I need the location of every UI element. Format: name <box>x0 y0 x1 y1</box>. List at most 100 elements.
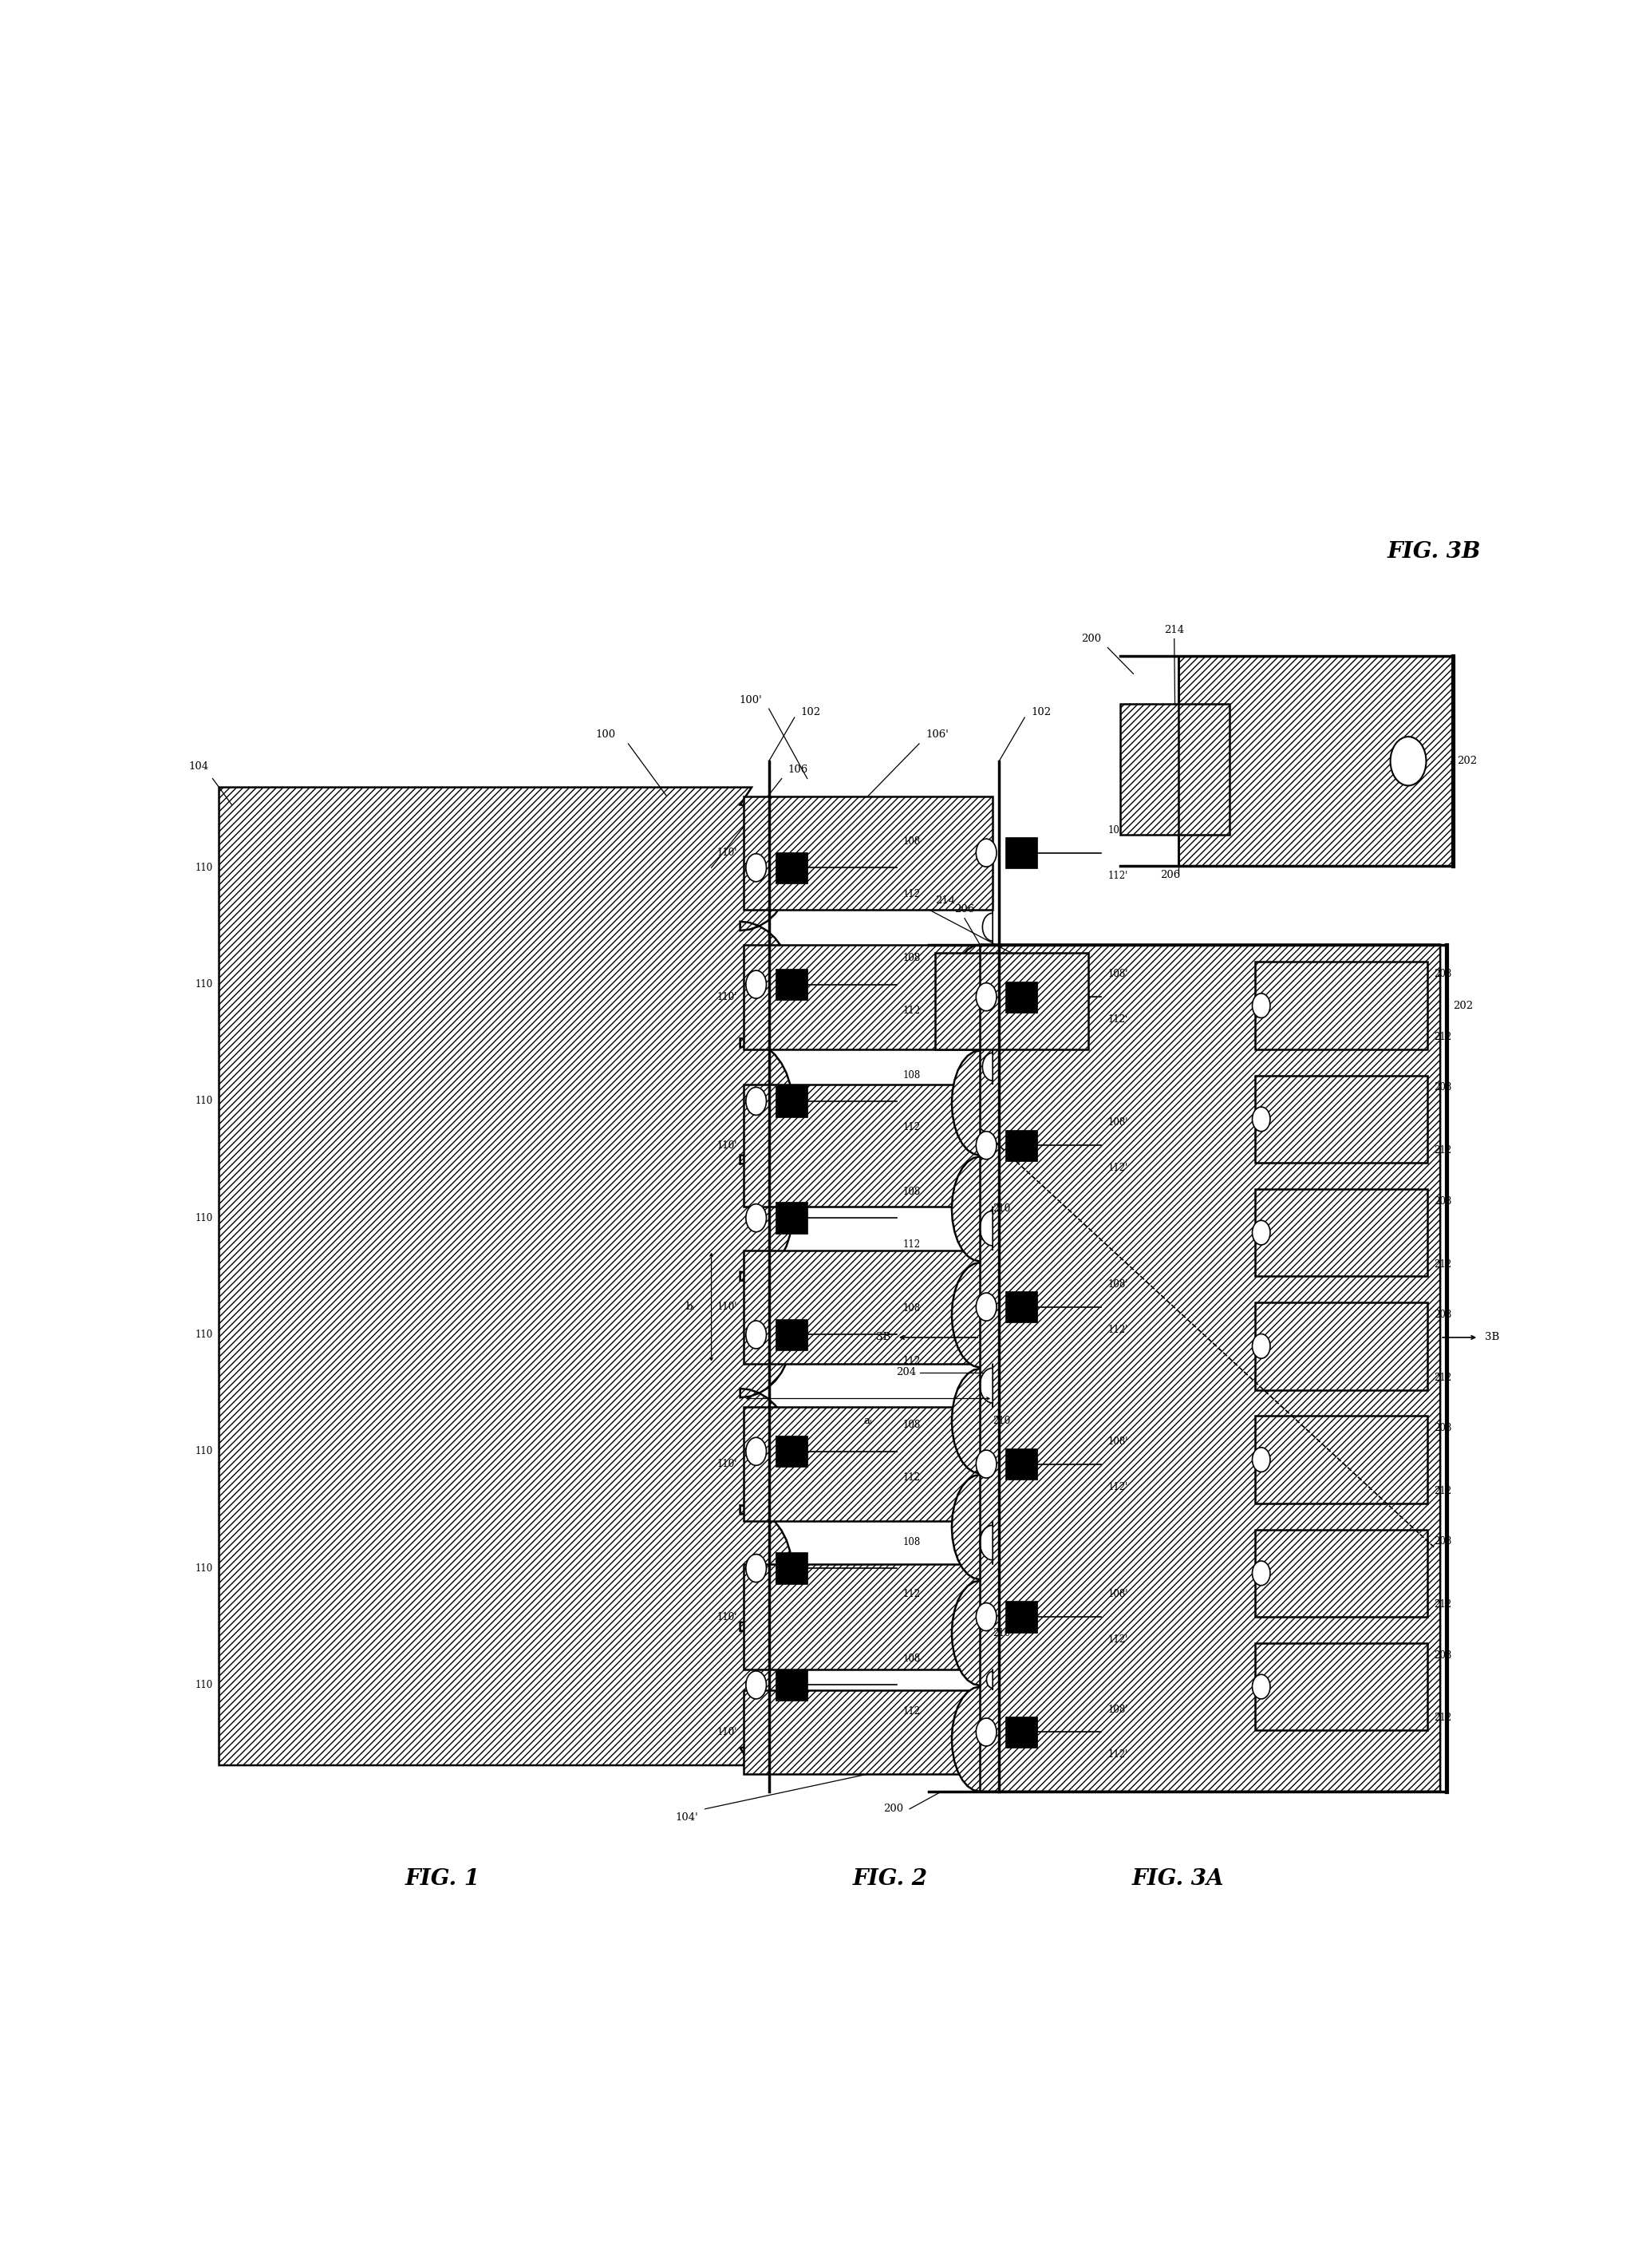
Circle shape <box>977 1132 997 1159</box>
Text: 212: 212 <box>1434 1372 1452 1383</box>
Circle shape <box>746 971 766 998</box>
Text: 208: 208 <box>1434 1082 1452 1093</box>
Text: 3B: 3B <box>876 1331 891 1343</box>
Circle shape <box>746 1554 766 1583</box>
Circle shape <box>1252 1107 1270 1132</box>
Text: 112: 112 <box>903 1238 921 1250</box>
Bar <box>1254 1188 1427 1277</box>
Text: 202: 202 <box>1457 755 1477 767</box>
Bar <box>775 853 807 885</box>
Text: 100: 100 <box>596 730 615 739</box>
Circle shape <box>746 1438 766 1465</box>
Polygon shape <box>980 1207 993 1250</box>
Text: 108: 108 <box>903 1304 921 1313</box>
Text: 108: 108 <box>903 1538 921 1547</box>
Circle shape <box>746 1672 766 1699</box>
Bar <box>742 943 993 1050</box>
Text: 110': 110' <box>716 1302 738 1313</box>
Text: 110: 110 <box>195 1563 213 1574</box>
Text: 108': 108' <box>1107 826 1129 835</box>
Text: 112: 112 <box>903 1356 921 1365</box>
Bar <box>1005 837 1038 869</box>
Circle shape <box>1252 1674 1270 1699</box>
Text: 214: 214 <box>1165 626 1185 635</box>
Bar <box>742 1406 993 1522</box>
Text: 108': 108' <box>1107 1436 1129 1447</box>
Bar <box>775 1554 807 1583</box>
Text: 208: 208 <box>1434 1422 1452 1433</box>
Bar <box>1254 1075 1427 1163</box>
Text: 206: 206 <box>954 905 975 914</box>
Text: 110: 110 <box>195 1095 213 1107</box>
Bar <box>775 1086 807 1116</box>
Polygon shape <box>980 1363 993 1406</box>
Polygon shape <box>952 943 1440 1792</box>
Circle shape <box>977 982 997 1012</box>
Text: aᵢ: aᵢ <box>863 1415 873 1427</box>
Text: 112: 112 <box>903 1472 921 1483</box>
Text: 212: 212 <box>1434 1259 1452 1270</box>
Bar <box>1005 1449 1038 1479</box>
Text: 112': 112' <box>1107 871 1129 880</box>
Text: 112': 112' <box>1107 1749 1129 1760</box>
Polygon shape <box>980 1522 993 1565</box>
Text: 104': 104' <box>675 1812 698 1823</box>
Text: 110': 110' <box>716 1726 738 1737</box>
Text: 112: 112 <box>903 1706 921 1717</box>
Text: 110': 110' <box>716 848 738 857</box>
Text: 112: 112 <box>903 1123 921 1132</box>
Text: 212: 212 <box>1434 1599 1452 1610</box>
Text: FIG. 2: FIG. 2 <box>853 1869 927 1889</box>
Polygon shape <box>987 1669 993 1690</box>
Text: 104: 104 <box>188 762 210 771</box>
Text: 200: 200 <box>883 1803 903 1814</box>
Bar <box>1254 1529 1427 1617</box>
Text: 110: 110 <box>195 1681 213 1690</box>
Circle shape <box>977 1719 997 1746</box>
Bar <box>775 1320 807 1349</box>
Bar <box>742 1084 993 1207</box>
Polygon shape <box>219 787 792 1765</box>
Text: FIG. 1: FIG. 1 <box>406 1869 480 1889</box>
Text: 208: 208 <box>1434 1538 1452 1547</box>
Text: 202: 202 <box>1454 1000 1473 1012</box>
Polygon shape <box>982 1050 993 1084</box>
Bar <box>742 1250 993 1363</box>
Text: 108: 108 <box>903 1186 921 1198</box>
Bar <box>1005 1717 1038 1749</box>
Text: 110: 110 <box>195 1447 213 1456</box>
Text: 110': 110' <box>716 991 738 1002</box>
Text: 108': 108' <box>1107 1590 1129 1599</box>
Text: 112: 112 <box>903 1005 921 1016</box>
Bar <box>775 1436 807 1467</box>
Circle shape <box>1391 737 1426 785</box>
Text: 108': 108' <box>1107 1279 1129 1290</box>
Text: 208: 208 <box>1434 1195 1452 1207</box>
Text: 212: 212 <box>1434 1486 1452 1497</box>
Text: 212: 212 <box>1434 1712 1452 1724</box>
Text: 110': 110' <box>716 1141 738 1150</box>
Text: 108: 108 <box>903 953 921 964</box>
Text: 210: 210 <box>993 1628 1010 1637</box>
Text: 102: 102 <box>800 708 822 717</box>
Circle shape <box>746 1086 766 1116</box>
Text: 112': 112' <box>1107 1325 1129 1336</box>
Circle shape <box>977 1603 997 1631</box>
Circle shape <box>746 1320 766 1349</box>
Text: 108: 108 <box>903 837 921 846</box>
Text: 102: 102 <box>1031 708 1051 717</box>
Text: 212: 212 <box>1434 1145 1452 1157</box>
Text: FIG. 3A: FIG. 3A <box>1132 1869 1224 1889</box>
Text: 108': 108' <box>1107 1118 1129 1127</box>
Circle shape <box>977 1293 997 1320</box>
Circle shape <box>1252 993 1270 1018</box>
Circle shape <box>746 1204 766 1232</box>
Bar <box>1005 1601 1038 1633</box>
Text: 106: 106 <box>789 764 808 776</box>
Text: 108: 108 <box>903 1653 921 1665</box>
Bar <box>1005 982 1038 1012</box>
Bar <box>1254 1642 1427 1730</box>
Text: 208: 208 <box>1434 1309 1452 1320</box>
Bar <box>1254 1415 1427 1504</box>
Bar <box>742 1690 993 1774</box>
